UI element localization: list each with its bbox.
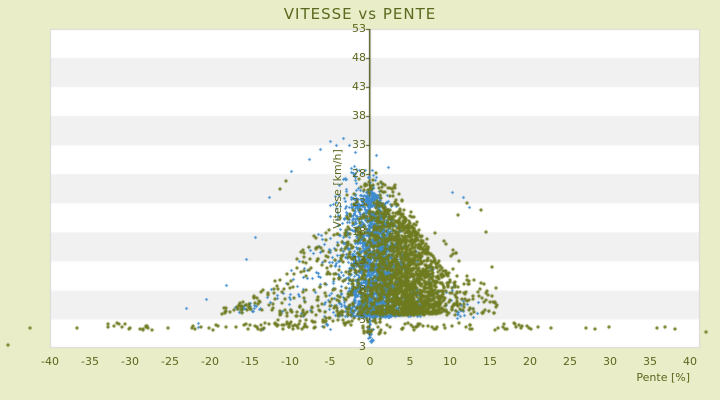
y-tick-label: 13 [352,254,366,268]
y-tick-label: 38 [352,109,366,123]
y-tick-label: 28 [352,167,366,181]
y-axis-origin-label: 3 [359,340,366,353]
chart-title: VITESSE vs PENTE [283,5,437,23]
x-tick-label: -30 [121,355,139,368]
x-tick-label: -20 [201,355,219,368]
y-tick-label: 3 [359,312,366,326]
x-tick-label: 25 [563,355,577,368]
x-tick-label: 5 [406,355,414,368]
y-tick-label: 33 [352,138,366,152]
x-tick-label: 35 [643,355,657,368]
x-tick-label: 0 [366,355,374,368]
y-tick-label: 23 [352,196,366,210]
x-tick-label: 30 [603,355,617,368]
x-tick-label: -5 [324,355,336,368]
x-tick-label: -15 [241,355,259,368]
x-tick-label: -35 [81,355,99,368]
x-axis-title: Pente [%] [636,371,690,384]
x-tick-label: 20 [523,355,537,368]
x-tick-label: 15 [483,355,497,368]
x-tick-label: -10 [281,355,299,368]
y-tick-label: 48 [352,51,366,65]
x-tick-label: -25 [161,355,179,368]
x-tick-label: 40 [683,355,697,368]
y-tick-label: 18 [352,225,366,239]
y-tick-label: 43 [352,80,366,94]
y-tick-label: 53 [352,22,366,35]
x-tick-label: -40 [41,355,59,368]
y-tick-label: 8 [359,283,366,297]
x-tick-label: 10 [443,355,457,368]
